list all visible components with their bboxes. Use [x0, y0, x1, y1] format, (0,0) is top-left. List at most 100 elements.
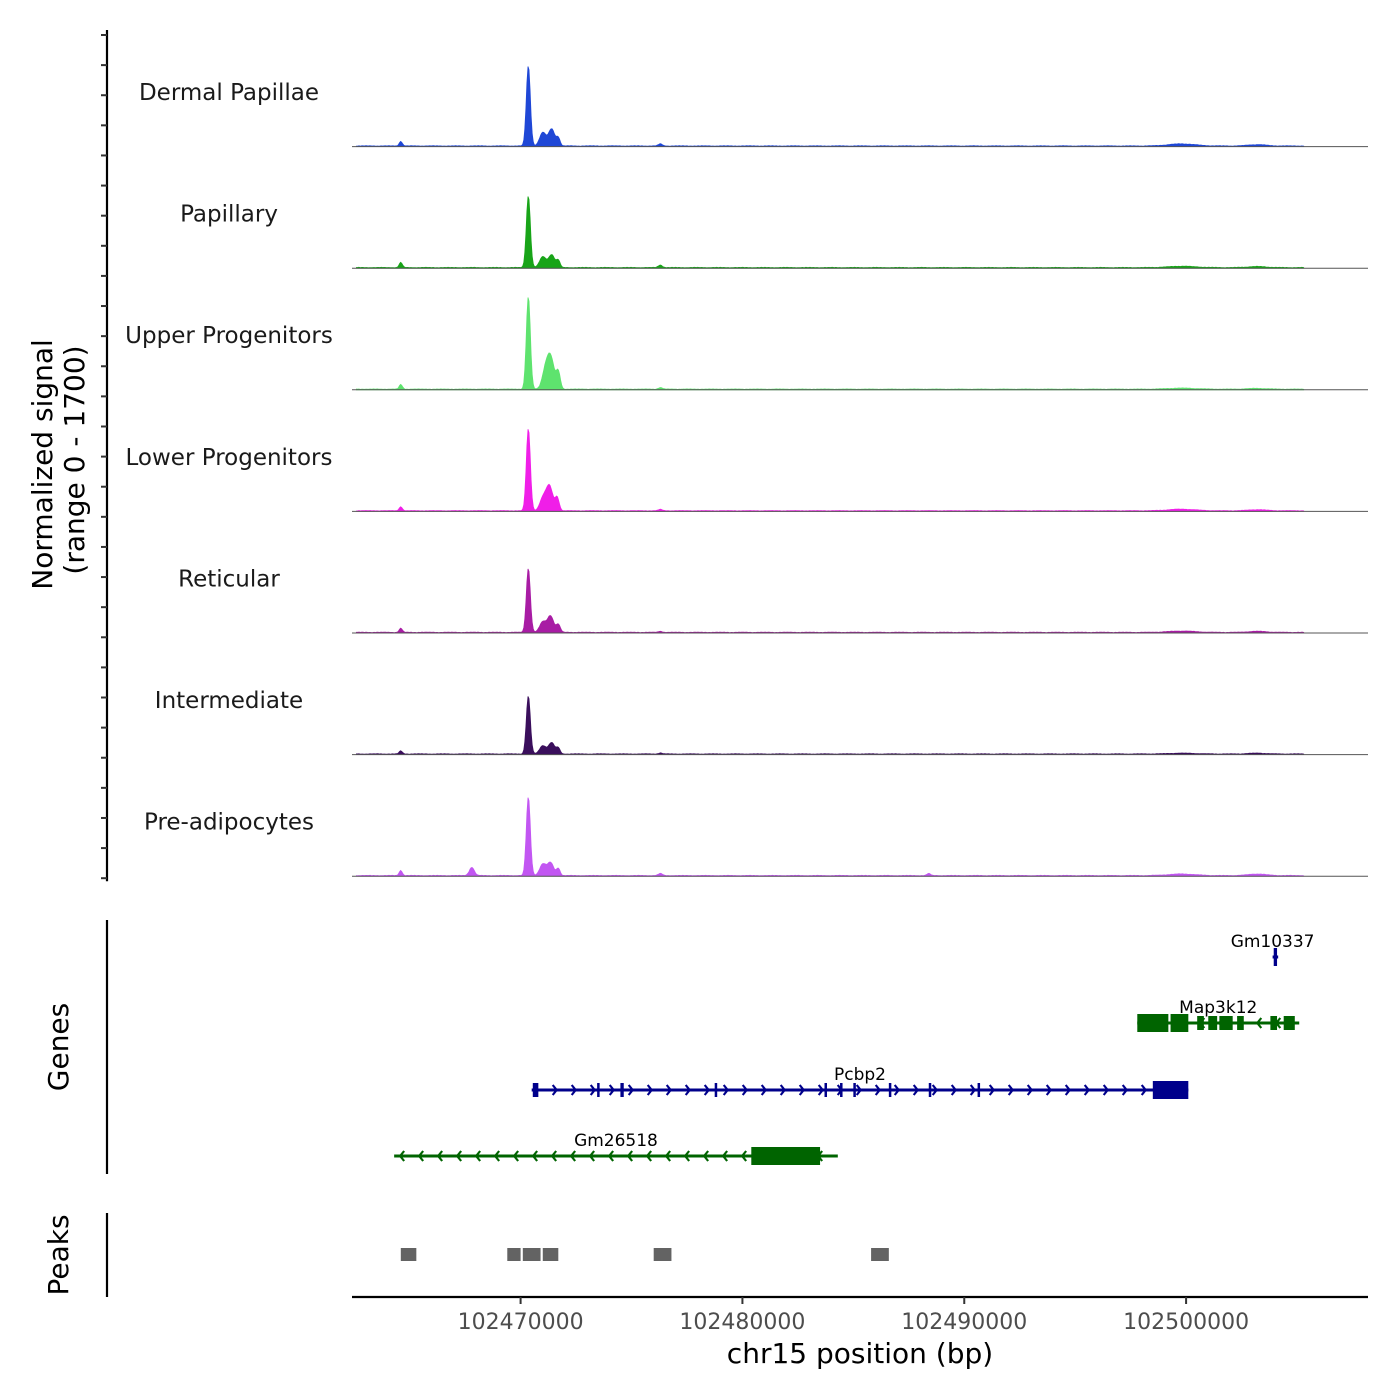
gene-strand-arrow: [627, 1084, 635, 1096]
x-tick-label-1: 102480000: [679, 1310, 805, 1335]
gene-strand-arrow: [493, 1150, 501, 1162]
signal-area-5: [356, 696, 1305, 755]
gene-strand-arrow: [398, 1150, 406, 1162]
gene-strand-arrow: [1102, 1084, 1110, 1096]
track-label-3: Lower Progenitors: [126, 445, 333, 471]
peak-region-4: [653, 1248, 672, 1261]
gene-strand-arrow: [455, 1150, 463, 1162]
gene-exon-1-5: [1237, 1016, 1244, 1030]
gene-strand-arrow: [779, 1084, 787, 1096]
gene-exon-2-6: [853, 1083, 856, 1097]
gene-strand-arrow: [626, 1150, 634, 1162]
gene-strand-arrow: [1255, 1017, 1263, 1029]
gene-strand-arrow: [931, 1084, 939, 1096]
genes-panel: Gm10337 Map3k12 Pcbp2 Gm26518: [105, 920, 1315, 1174]
gene-strand-arrow: [988, 1084, 996, 1096]
gene-strand-arrow: [589, 1084, 597, 1096]
gene-strand-arrow: [1121, 1084, 1129, 1096]
gene-strand-arrow: [1064, 1084, 1072, 1096]
gene-strand-arrow: [665, 1084, 673, 1096]
gene-strand-arrow: [550, 1150, 558, 1162]
gene-exon-3-0: [751, 1147, 821, 1165]
gene-strand-arrow: [1026, 1084, 1034, 1096]
gene-exon-2-10: [1152, 1081, 1189, 1099]
gene-strand-arrow: [569, 1150, 577, 1162]
gene-strand-arrow: [417, 1150, 425, 1162]
gene-strand-arrow: [721, 1150, 729, 1162]
gene-strand-arrow: [893, 1084, 901, 1096]
gene-strand-arrow: [531, 1150, 539, 1162]
gene-exon-0-0: [1273, 948, 1278, 966]
gene-exon-1-0: [1137, 1014, 1169, 1032]
gene-exon-2-8: [928, 1083, 932, 1097]
peaks-panel: [105, 1213, 889, 1297]
gene-strand-arrow: [760, 1084, 768, 1096]
gene-strand-arrow: [817, 1084, 825, 1096]
x-axis: 102470000 102480000 102490000 102500000: [352, 1295, 1368, 1335]
gene-strand-arrow: [950, 1084, 958, 1096]
gene-strand-arrow: [1045, 1084, 1053, 1096]
gene-exon-2-2: [620, 1083, 624, 1097]
y-axis-title: Normalized signal (range 0 - 1700): [26, 330, 91, 589]
gene-strand-arrow: [608, 1084, 616, 1096]
gene-exon-1-2: [1197, 1016, 1204, 1030]
gene-strand-arrow: [912, 1084, 920, 1096]
track-label-0: Dermal Papillae: [139, 80, 319, 106]
peaks-axis-title: Peaks: [42, 1214, 75, 1295]
track-label-5: Intermediate: [155, 688, 303, 714]
y-axis-title-line2: (range 0 - 1700): [58, 345, 91, 574]
gene-strand-arrow: [1007, 1084, 1015, 1096]
gene-strand-arrow: [722, 1084, 730, 1096]
gene-strand-arrow: [646, 1084, 654, 1096]
gene-exon-1-6: [1270, 1016, 1278, 1030]
signal-area-2: [356, 297, 1305, 391]
gene-exon-2-9: [977, 1083, 981, 1097]
peak-region-2: [522, 1248, 541, 1261]
signal-tracks: Dermal Papillae Papillary Upper Progenitor…: [101, 30, 1368, 882]
gene-label-2: Pcbp2: [834, 1065, 886, 1085]
gene-strand-arrow: [436, 1150, 444, 1162]
gene-strand-arrow: [645, 1150, 653, 1162]
gene-label-1: Map3k12: [1179, 998, 1257, 1018]
signal-area-4: [356, 568, 1305, 634]
gene-exon-1-7: [1283, 1016, 1295, 1030]
gene-strand-arrow: [683, 1150, 691, 1162]
gene-strand-arrow: [855, 1084, 863, 1096]
x-axis-title: chr15 position (bp): [727, 1337, 993, 1370]
gene-exon-2-0: [532, 1083, 539, 1097]
gene-strand-arrow: [703, 1084, 711, 1096]
gene-label-0: Gm10337: [1231, 932, 1315, 952]
gene-strand-arrow: [1140, 1084, 1148, 1096]
gene-exon-1-4: [1219, 1016, 1233, 1030]
gene-strand-arrow: [741, 1084, 749, 1096]
track-label-1: Papillary: [180, 202, 278, 228]
gene-strand-arrow: [570, 1084, 578, 1096]
gene-exon-1-1: [1170, 1014, 1189, 1032]
gene-exon-2-5: [840, 1083, 843, 1097]
gene-strand-arrow: [969, 1084, 977, 1096]
gene-exon-1-3: [1208, 1016, 1218, 1030]
x-tick-label-2: 102490000: [901, 1310, 1027, 1335]
gene-strand-arrow: [512, 1150, 520, 1162]
x-tick-label-3: 102500000: [1123, 1310, 1249, 1335]
y-axis-title-line1: Normalized signal: [26, 339, 59, 590]
x-tick-label-0: 102470000: [458, 1310, 584, 1335]
gene-strand-arrow: [684, 1084, 692, 1096]
gene-strand-arrow: [474, 1150, 482, 1162]
signal-area-3: [356, 429, 1305, 512]
gene-strand-arrow: [551, 1084, 559, 1096]
gene-strand-arrow: [664, 1150, 672, 1162]
gene-strand-arrow: [1083, 1084, 1091, 1096]
peak-region-5: [871, 1248, 889, 1261]
peak-region-1: [507, 1248, 521, 1261]
track-label-2: Upper Progenitors: [125, 323, 333, 349]
gene-strand-arrow: [798, 1084, 806, 1096]
gene-strand-arrow: [588, 1150, 596, 1162]
signal-area-0: [356, 66, 1305, 147]
gene-strand-arrow: [702, 1150, 710, 1162]
gene-exon-2-4: [824, 1083, 828, 1097]
peak-region-0: [400, 1248, 417, 1261]
gene-strand-arrow: [740, 1150, 748, 1162]
gene-strand-arrow: [607, 1150, 615, 1162]
